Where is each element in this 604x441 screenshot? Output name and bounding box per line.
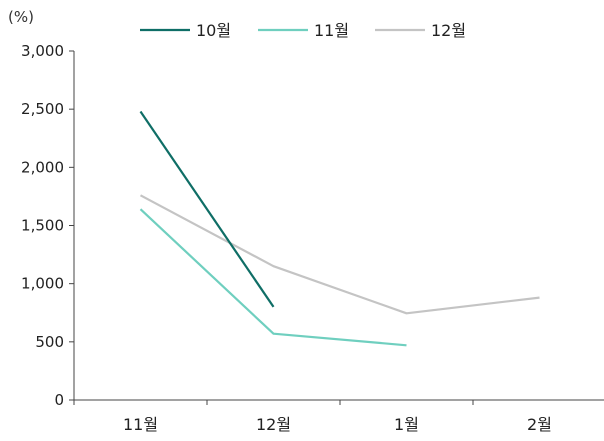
series-line-12월 bbox=[139, 194, 540, 315]
y-axis-unit-label: (%) bbox=[8, 8, 34, 26]
y-tick-label: 3,000 bbox=[21, 42, 64, 60]
axes: 0 500 1,000 1,500 2,000 2,500 3,000 11월 12월 1월 2월 bbox=[21, 42, 604, 434]
y-tick-label: 2,000 bbox=[21, 158, 64, 176]
series-line-11월 bbox=[139, 208, 407, 347]
x-tick-label: 12월 bbox=[256, 415, 291, 434]
series-layer bbox=[139, 110, 540, 347]
legend: 10월 11월 12월 bbox=[140, 21, 466, 40]
x-tick-label: 11월 bbox=[123, 415, 158, 434]
y-tick-label: 500 bbox=[35, 333, 64, 351]
legend-label: 12월 bbox=[431, 21, 466, 40]
x-tick-label: 2월 bbox=[527, 415, 552, 434]
series-line-10월 bbox=[139, 110, 275, 308]
y-tick-label: 1,000 bbox=[21, 275, 64, 293]
y-tick-label: 0 bbox=[54, 391, 64, 409]
y-tick-label: 1,500 bbox=[21, 217, 64, 235]
y-tick-label: 2,500 bbox=[21, 100, 64, 118]
legend-label: 11월 bbox=[314, 21, 349, 40]
x-tick-label: 1월 bbox=[394, 415, 419, 434]
legend-label: 10월 bbox=[196, 21, 231, 40]
